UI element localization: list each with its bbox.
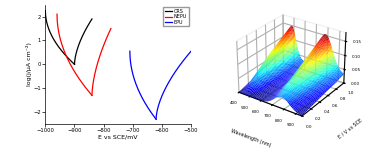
X-axis label: E vs SCE/mV: E vs SCE/mV xyxy=(98,135,138,140)
X-axis label: Wavelength (nm): Wavelength (nm) xyxy=(230,128,271,148)
Y-axis label: log(j/μA cm⁻²): log(j/μA cm⁻²) xyxy=(26,42,32,86)
Y-axis label: E / V vs SCE: E / V vs SCE xyxy=(337,117,363,139)
Legend: CRS, NEPU, EPU: CRS, NEPU, EPU xyxy=(163,7,189,27)
